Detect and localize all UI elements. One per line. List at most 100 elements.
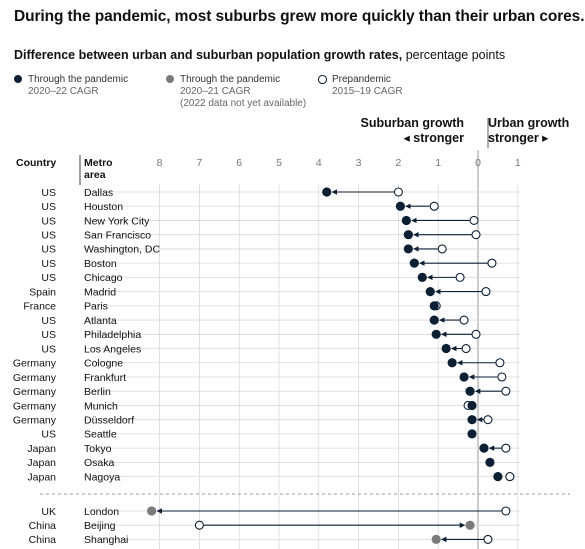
x-tick-label: 2: [395, 157, 401, 169]
country-label: Japan: [27, 457, 56, 469]
prepandemic-dot: [481, 287, 491, 297]
direction-label-suburban: Suburban growth ◂ stronger: [360, 116, 464, 146]
prepandemic-dot: [194, 520, 204, 530]
prepandemic-dot: [483, 534, 493, 544]
country-label: US: [41, 229, 56, 241]
pandemic-dot: [485, 457, 495, 467]
prepandemic-dot: [461, 343, 471, 354]
metro-label: Dallas: [84, 187, 113, 199]
pandemic-dot: [479, 443, 489, 453]
metro-label: Berlin: [84, 386, 111, 398]
data-row: Japan Nagoya: [27, 471, 520, 483]
data-row: US Dallas: [41, 187, 520, 199]
prepandemic-dot: [471, 230, 481, 240]
col-header-metro-2: area: [84, 169, 106, 181]
pandemic-dot: [417, 272, 427, 282]
metro-label: Munich: [84, 400, 118, 412]
country-label: US: [41, 187, 56, 199]
metro-label: Beijing: [84, 520, 116, 532]
country-label: Japan: [27, 443, 56, 455]
country-label: Germany: [13, 400, 57, 412]
pandemic-dot: [401, 215, 411, 226]
metro-label: Washington, DC: [84, 244, 160, 256]
country-label: Japan: [27, 471, 56, 483]
data-row: US Houston: [41, 201, 520, 213]
legend-sub-note: (2022 data not yet available): [180, 98, 307, 109]
prepandemic-dot: [469, 215, 479, 226]
pandemic-dot: [425, 287, 435, 297]
data-row: US Los Angeles: [41, 343, 520, 355]
metro-label: San Francisco: [84, 229, 151, 241]
data-row: US Washington, DC: [41, 244, 520, 256]
pandemic-dot: [322, 187, 332, 197]
pandemic-dot: [493, 472, 503, 482]
pandemic-dot: [147, 506, 157, 516]
direction-line: Urban growth: [488, 116, 570, 130]
pandemic-dot: [467, 415, 477, 425]
legend-sub: 2020–21 CAGR: [180, 86, 251, 97]
data-row: Japan Tokyo: [27, 443, 520, 455]
country-label: US: [41, 343, 56, 355]
country-label: US: [41, 258, 56, 270]
direction-line: ◂ stronger: [403, 131, 464, 145]
legend-sub: 2020–22 CAGR: [28, 86, 99, 97]
metro-label: Madrid: [84, 286, 116, 298]
data-row: UK London: [41, 506, 520, 518]
data-row: Germany Munich: [13, 400, 520, 412]
pandemic-dot: [403, 230, 413, 240]
country-label: US: [41, 329, 56, 341]
x-tick-label: 8: [157, 157, 163, 169]
prepandemic-dot: [483, 415, 493, 425]
pandemic-dot: [441, 343, 451, 354]
metro-label: Atlanta: [84, 315, 117, 327]
pandemic-dot: [467, 400, 477, 411]
data-row: Germany Berlin: [13, 386, 520, 398]
metro-label: Tokyo: [84, 443, 112, 455]
legend-name: Through the pandemic: [28, 74, 129, 85]
legend-dot-pandemic-22: [14, 75, 22, 83]
data-row: US Chicago: [41, 272, 520, 284]
country-label: US: [41, 429, 56, 441]
subtitle-rest: percentage points: [402, 48, 506, 62]
x-tick-label: 3: [356, 157, 362, 169]
data-row: Japan Osaka: [27, 457, 520, 469]
metro-label: Nagoya: [84, 471, 120, 483]
data-row: China Shanghai: [29, 534, 520, 546]
data-row: Germany Düsseldorf: [13, 414, 520, 426]
prepandemic-dot: [497, 372, 507, 382]
pandemic-dot: [431, 329, 441, 339]
pandemic-dot: [465, 520, 475, 530]
legend-dot-prepandemic: [318, 75, 327, 84]
country-label: Germany: [13, 414, 57, 426]
prepandemic-dot: [455, 272, 465, 282]
country-label: Spain: [29, 286, 56, 298]
prepandemic-dot: [501, 386, 511, 396]
legend-item-prepandemic: Prepandemic 2015–19 CAGR: [318, 74, 403, 98]
pandemic-dot: [465, 386, 475, 396]
country-label: US: [41, 201, 56, 213]
data-row: China Beijing: [29, 520, 520, 532]
country-label: US: [41, 272, 56, 284]
x-tick-label: 0: [475, 157, 481, 169]
subtitle-bold: Difference between urban and suburban po…: [14, 48, 403, 62]
pandemic-dot: [395, 201, 405, 211]
col-header-metro-1: Metro: [84, 157, 113, 169]
x-tick-label: 6: [236, 157, 242, 169]
pandemic-dot: [409, 258, 419, 268]
pandemic-dot: [403, 244, 413, 254]
metro-label: Shanghai: [84, 534, 128, 546]
data-row: US Seattle: [41, 429, 520, 441]
metro-label: New York City: [84, 215, 150, 227]
country-label: Germany: [13, 372, 57, 384]
prepandemic-dot: [429, 201, 439, 211]
prepandemic-dot: [487, 258, 497, 268]
direction-line: stronger ▸: [488, 131, 549, 145]
data-row: US Atlanta: [41, 315, 520, 327]
prepandemic-dot: [501, 506, 511, 516]
direction-line: Suburban growth: [360, 116, 464, 130]
metro-label: Seattle: [84, 429, 117, 441]
x-tick-label: 1: [435, 157, 441, 169]
country-label: Germany: [13, 386, 57, 398]
country-label: France: [23, 301, 56, 313]
